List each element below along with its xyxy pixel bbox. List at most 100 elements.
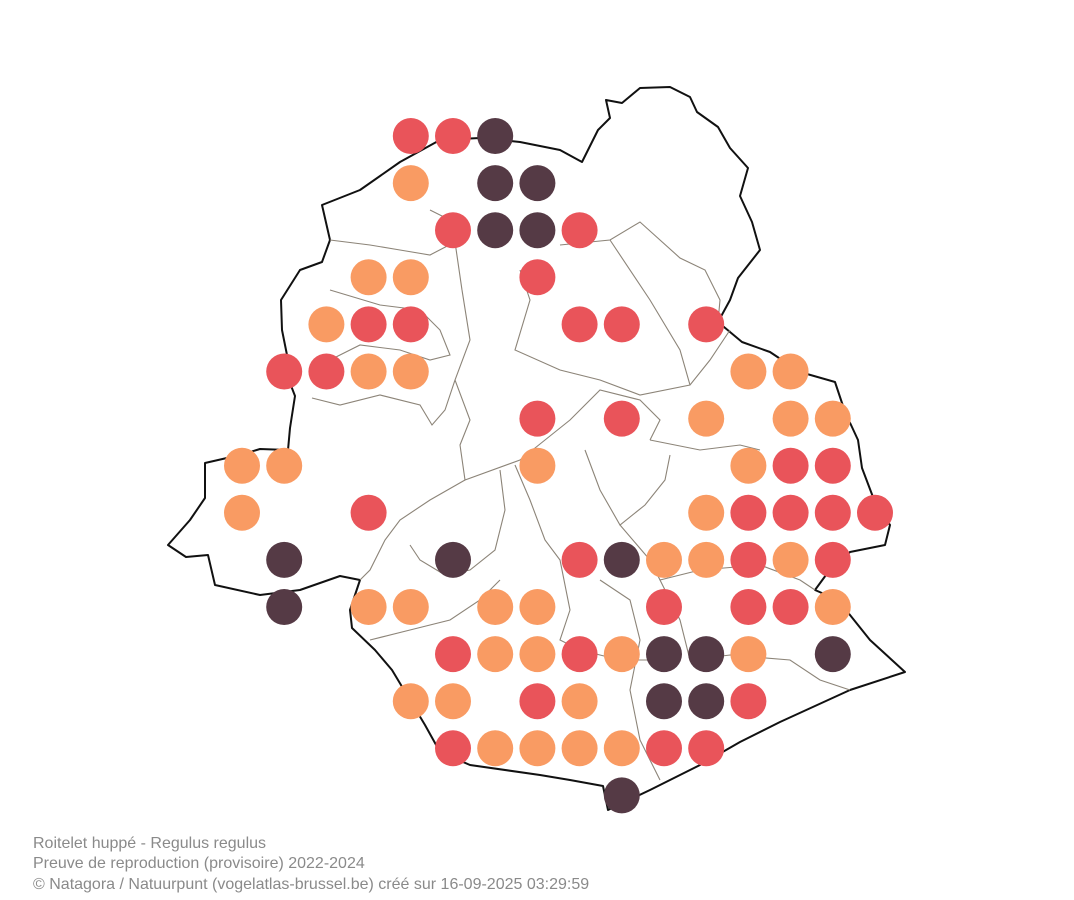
atlas-square-dot bbox=[519, 400, 556, 437]
atlas-square-dot bbox=[224, 494, 260, 531]
atlas-square-dot bbox=[772, 494, 809, 531]
atlas-square-dot bbox=[477, 636, 514, 673]
atlas-square-dot bbox=[224, 447, 260, 484]
atlas-square-dot bbox=[477, 118, 514, 154]
atlas-square-dot bbox=[519, 589, 556, 625]
map-credit: © Natagora / Natuurpunt (vogelatlas-brus… bbox=[33, 876, 590, 893]
atlas-square-dot bbox=[688, 400, 725, 437]
atlas-square-dot bbox=[266, 353, 303, 390]
atlas-square-dot bbox=[477, 730, 514, 767]
atlas-square-dot bbox=[392, 683, 429, 720]
dot-layer bbox=[224, 118, 893, 814]
atlas-square-dot bbox=[688, 306, 725, 343]
atlas-square-dot bbox=[814, 400, 851, 437]
atlas-square-dot bbox=[561, 212, 598, 249]
atlas-square-dot bbox=[519, 165, 556, 202]
atlas-square-dot bbox=[266, 541, 303, 578]
atlas-square-dot bbox=[392, 118, 429, 154]
atlas-square-dot bbox=[266, 589, 303, 625]
atlas-square-dot bbox=[392, 306, 429, 343]
atlas-square-dot bbox=[435, 541, 471, 578]
municipal-border bbox=[454, 379, 661, 481]
atlas-square-dot bbox=[772, 541, 809, 578]
map-title: Roitelet huppé - Regulus regulus bbox=[33, 835, 267, 852]
atlas-square-dot bbox=[772, 353, 809, 390]
atlas-square-dot bbox=[561, 636, 598, 673]
atlas-square-dot bbox=[857, 494, 893, 531]
atlas-square-dot bbox=[730, 589, 767, 625]
atlas-square-dot bbox=[730, 541, 767, 578]
atlas-square-dot bbox=[814, 589, 851, 625]
atlas-square-dot bbox=[772, 589, 809, 625]
atlas-square-dot bbox=[477, 165, 514, 202]
atlas-square-dot bbox=[730, 353, 767, 390]
atlas-square-dot bbox=[603, 636, 640, 673]
atlas-square-dot bbox=[730, 636, 767, 673]
atlas-square-dot bbox=[603, 306, 640, 343]
atlas-square-dot bbox=[350, 259, 387, 296]
atlas-square-dot bbox=[730, 494, 767, 531]
atlas-square-dot bbox=[519, 447, 556, 484]
atlas-square-dot bbox=[519, 636, 556, 673]
atlas-square-dot bbox=[435, 118, 471, 154]
atlas-square-dot bbox=[603, 541, 640, 578]
atlas-square-dot bbox=[350, 589, 387, 625]
atlas-square-dot bbox=[603, 777, 640, 814]
municipal-border bbox=[584, 449, 671, 526]
atlas-square-dot bbox=[814, 541, 851, 578]
atlas-square-dot bbox=[435, 730, 471, 767]
atlas-square-dot bbox=[561, 541, 598, 578]
atlas-square-dot bbox=[308, 353, 345, 390]
atlas-square-dot bbox=[603, 730, 640, 767]
atlas-square-dot bbox=[477, 212, 514, 249]
municipal-border bbox=[311, 289, 471, 426]
atlas-square-dot bbox=[477, 589, 514, 625]
atlas-square-dot bbox=[814, 447, 851, 484]
atlas-square-dot bbox=[561, 306, 598, 343]
atlas-square-dot bbox=[266, 447, 303, 484]
atlas-square-dot bbox=[519, 212, 556, 249]
atlas-square-dot bbox=[646, 730, 682, 767]
map-subtitle: Preuve de reproduction (provisoire) 2022… bbox=[33, 855, 365, 872]
atlas-square-dot bbox=[688, 541, 725, 578]
atlas-square-dot bbox=[646, 589, 682, 625]
municipal-border bbox=[649, 439, 761, 451]
atlas-square-dot bbox=[392, 259, 429, 296]
atlas-square-dot bbox=[646, 636, 682, 673]
atlas-square-dot bbox=[646, 541, 682, 578]
municipal-border bbox=[329, 289, 451, 361]
atlas-square-dot bbox=[350, 353, 387, 390]
atlas-square-dot bbox=[519, 259, 556, 296]
atlas-square-dot bbox=[308, 306, 345, 343]
atlas-square-dot bbox=[688, 494, 725, 531]
atlas-square-dot bbox=[435, 636, 471, 673]
atlas-square-dot bbox=[435, 683, 471, 720]
atlas-square-dot bbox=[688, 683, 725, 720]
atlas-square-dot bbox=[561, 730, 598, 767]
atlas-square-dot bbox=[688, 730, 725, 767]
municipal-border bbox=[609, 239, 691, 386]
map bbox=[167, 86, 906, 814]
municipal-border bbox=[409, 469, 506, 576]
atlas-square-dot bbox=[814, 636, 851, 673]
municipal-border bbox=[359, 479, 466, 581]
atlas-square-dot bbox=[772, 447, 809, 484]
atlas-square-dot bbox=[730, 683, 767, 720]
atlas-square-dot bbox=[730, 447, 767, 484]
atlas-square-dot bbox=[392, 589, 429, 625]
atlas-square-dot bbox=[392, 165, 429, 202]
atlas-square-dot bbox=[392, 353, 429, 390]
municipal-border bbox=[514, 269, 731, 396]
atlas-square-dot bbox=[519, 683, 556, 720]
atlas-square-dot bbox=[350, 306, 387, 343]
atlas-square-dot bbox=[688, 636, 725, 673]
atlas-square-dot bbox=[350, 494, 387, 531]
atlas-square-dot bbox=[646, 683, 682, 720]
atlas-square-dot bbox=[519, 730, 556, 767]
municipal-border bbox=[659, 579, 851, 691]
atlas-square-dot bbox=[435, 212, 471, 249]
municipal-border bbox=[329, 239, 463, 291]
atlas-square-dot bbox=[814, 494, 851, 531]
atlas-square-dot bbox=[561, 683, 598, 720]
